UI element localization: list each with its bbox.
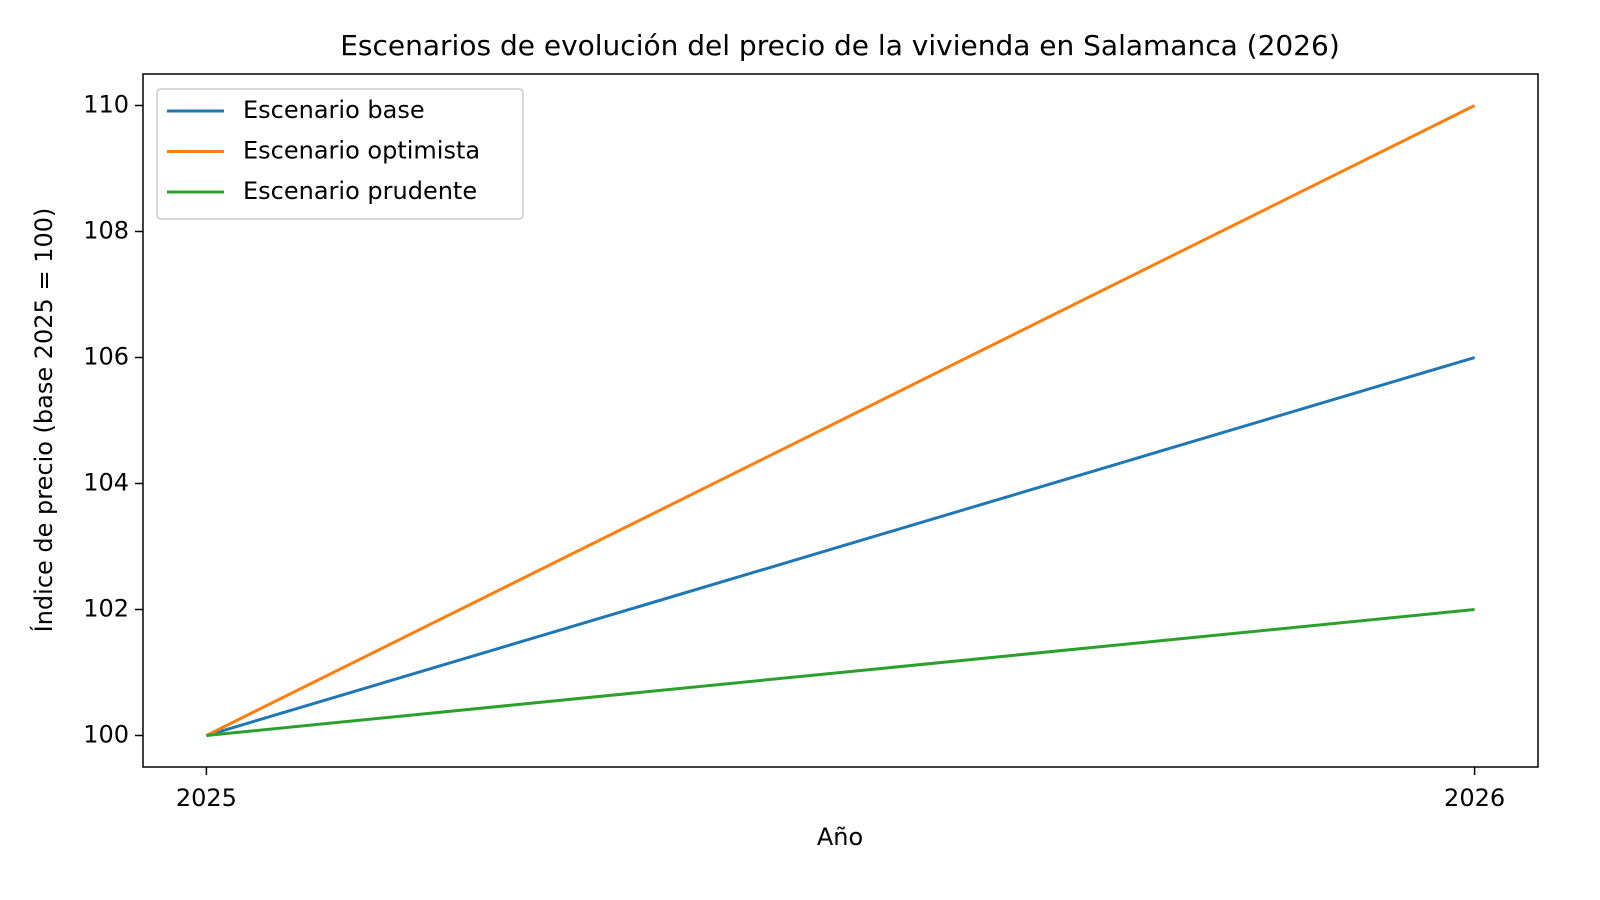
legend-label: Escenario base	[243, 96, 425, 124]
y-tick-label: 108	[83, 217, 129, 245]
y-tick-label: 104	[83, 469, 129, 497]
legend-label: Escenario prudente	[243, 177, 477, 205]
chart-title: Escenarios de evolución del precio de la…	[340, 29, 1340, 62]
y-tick-label: 110	[83, 91, 129, 119]
x-axis-label: Año	[817, 823, 863, 851]
y-tick-label: 106	[83, 343, 129, 371]
legend-box	[156, 88, 524, 220]
series-line	[205, 356, 1476, 737]
x-tick-label: 2026	[1444, 784, 1505, 812]
y-axis-label: Índice de precio (base 2025 = 100)	[29, 208, 58, 633]
x-tick-label: 2025	[176, 784, 237, 812]
y-tick-label: 100	[83, 721, 129, 749]
plot-frame	[142, 73, 1539, 768]
series-line	[205, 104, 1476, 737]
y-tick-label: 102	[83, 595, 129, 623]
series-line	[206, 608, 1475, 737]
legend-label: Escenario optimista	[243, 137, 480, 165]
